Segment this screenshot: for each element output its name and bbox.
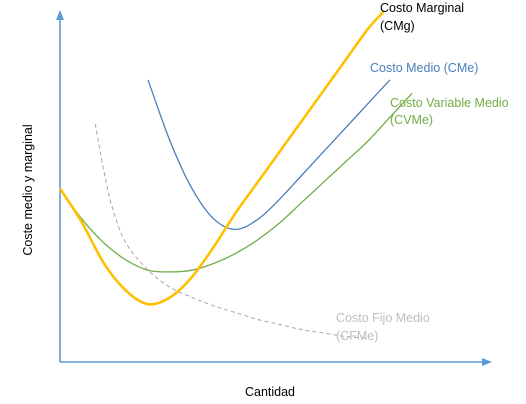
cmg-label: Costo Marginal (CMg) <box>380 1 468 33</box>
cvme-label: Costo Variable Medio (CVMe) <box>390 96 512 127</box>
cme-curve <box>147 79 391 231</box>
cfme-label: Costo Fijo Medio (CFMe) <box>336 311 433 343</box>
cvme-curve <box>59 92 413 273</box>
cfme-curve <box>94 123 369 339</box>
cme-label: Costo Medio (CMe) <box>370 61 478 75</box>
x-axis-label: Cantidad <box>245 385 295 399</box>
y-axis-label: Coste medio y marginal <box>21 124 35 255</box>
cmg-curve <box>58 10 385 306</box>
